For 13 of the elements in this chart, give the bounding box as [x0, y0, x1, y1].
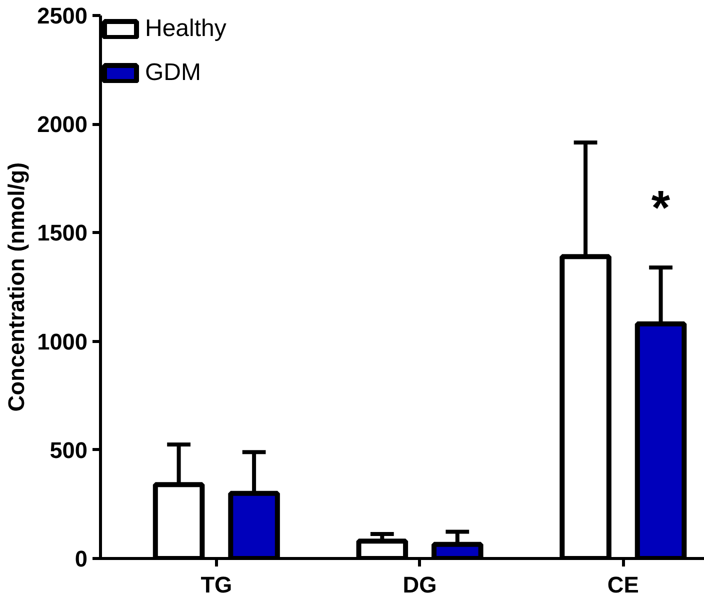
x-tick-label: TG	[200, 572, 232, 598]
y-tick-label: 1500	[37, 220, 88, 246]
x-tick-label: CE	[607, 572, 639, 598]
legend-label: Healthy	[145, 15, 226, 43]
annotation: *	[651, 182, 670, 235]
y-tick-label: 0	[74, 546, 88, 572]
y-tick-label: 2000	[37, 111, 88, 138]
y-tick-label: 1000	[37, 328, 88, 354]
legend-label: GDM	[145, 59, 201, 87]
y-axis-title: Concentration (nmol/g)	[3, 162, 30, 412]
x-tick-label: DG	[402, 572, 437, 598]
y-tick-label: 2500	[37, 2, 88, 28]
y-tick-label: 500	[50, 436, 88, 463]
